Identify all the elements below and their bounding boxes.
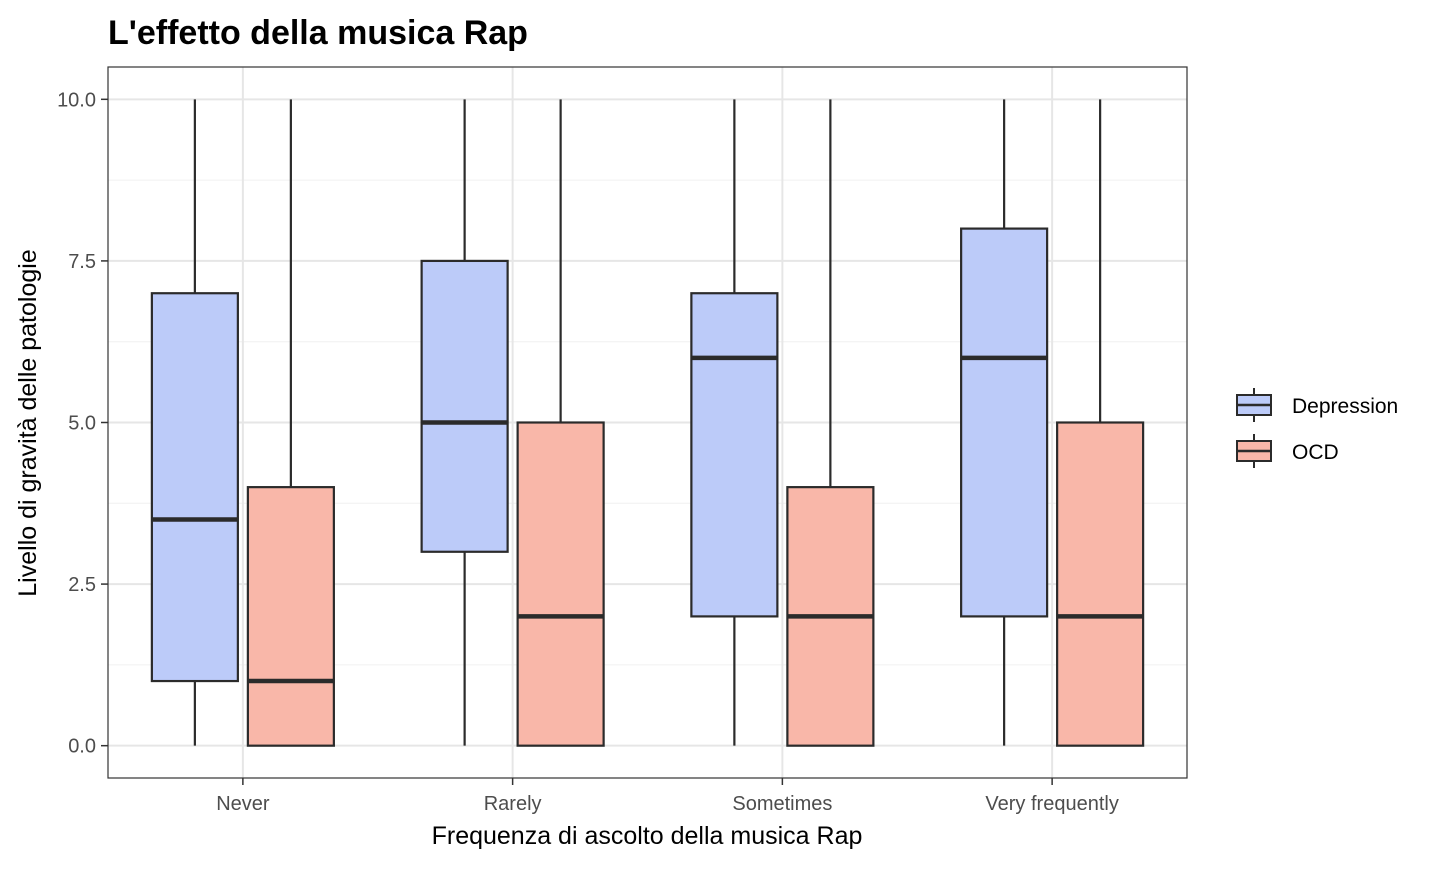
box-body [1056,421,1145,747]
y-tick-label: 5.0 [68,413,96,435]
box-body [420,259,509,553]
y-tick-label: 2.5 [68,574,96,596]
legend-item-depression: Depression [1236,388,1398,422]
box-ocd-sometimes [786,99,875,747]
legend-label: Depression [1292,395,1398,418]
box-depression-sometimes [690,99,779,746]
x-tick-label: Rarely [484,793,542,815]
legend-label: OCD [1292,441,1339,464]
y-tick-label: 0.0 [68,736,96,758]
legend: Depression OCD [1236,388,1398,468]
x-tick-label: Never [216,793,270,815]
x-tick-label: Very frequently [985,793,1118,815]
box-depression-very-frequently [960,99,1049,746]
chart-title: L'effetto della musica Rap [108,14,528,52]
box-body [516,421,605,747]
box-body [150,292,239,683]
box-depression-never [150,99,239,746]
y-axis-title: Livello di gravità delle patologie [14,249,42,596]
box-ocd-very-frequently [1056,99,1145,747]
x-axis-title: Frequenza di ascolto della musica Rap [432,822,863,850]
y-tick-label: 7.5 [68,251,96,273]
box-body [960,227,1049,618]
axis-layer: 0.0 2.5 5.0 7.5 10.0 Never Rarely Sometimes Very… [57,89,1119,815]
y-tick-label: 10.0 [57,89,96,111]
box-body [246,486,335,747]
box-body [690,292,779,618]
box-depression-rarely [420,99,509,746]
x-tick-label: Sometimes [732,793,832,815]
box-layer [150,99,1145,747]
box-ocd-rarely [516,99,605,747]
box-ocd-never [246,99,335,747]
legend-item-ocd: OCD [1236,434,1339,468]
